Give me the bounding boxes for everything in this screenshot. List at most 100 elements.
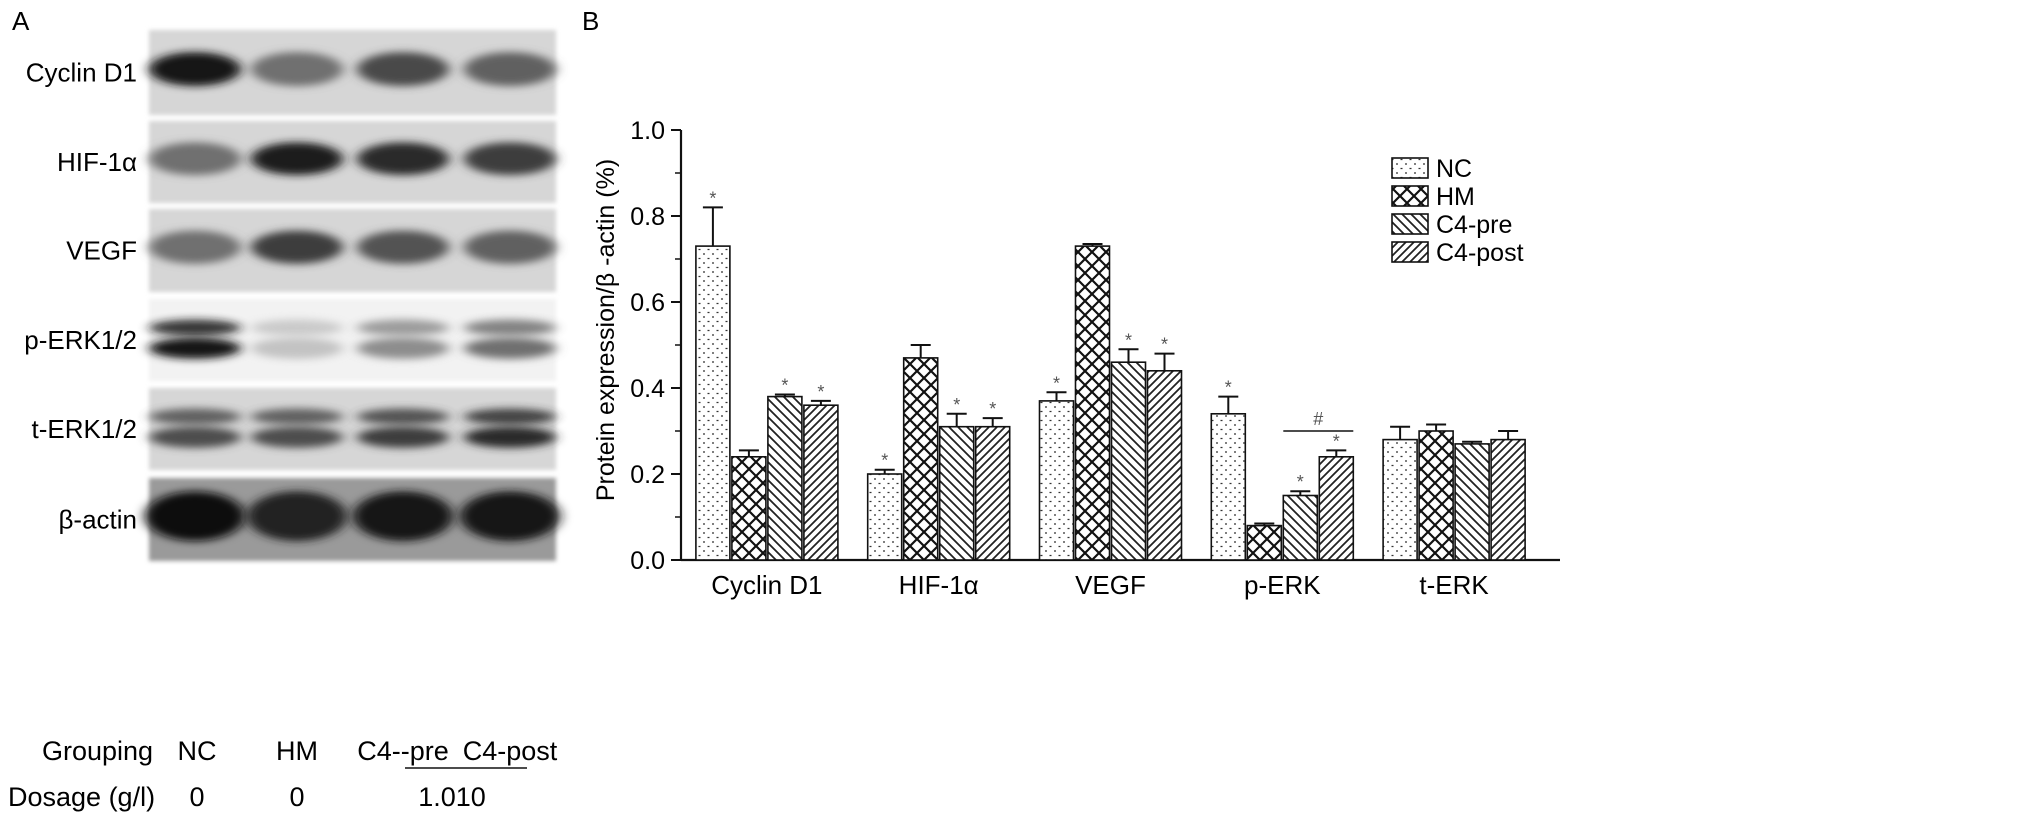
bar-vegf-nc: [1038, 400, 1075, 561]
bar-p-erk-nc: [1210, 412, 1247, 561]
y-tick-label-0: 0.0: [630, 547, 665, 575]
legend-item-nc: NC: [1391, 155, 1472, 183]
blot-band-beta-actin-1: [247, 491, 347, 542]
bar-cyclin-d1-hm: [731, 455, 767, 561]
dosage-row: Dosage (g/l) 0 0 1.010: [8, 782, 486, 812]
x-tick-label-t-erk: t-ERK: [1419, 570, 1489, 600]
blot-band-p-erk1-2-lower-3: [464, 337, 556, 359]
blot-band-t-erk1-2-upper-2: [357, 408, 449, 425]
bar-group-vegf: * * *: [1038, 242, 1183, 561]
legend-label-c4-post: C4-post: [1436, 239, 1524, 267]
bar-group-hif-1alpha: * * *: [866, 344, 1011, 561]
y-axis-label: Protein expression/β -actin (%): [592, 159, 620, 501]
legend-swatch-hm: [1391, 185, 1429, 207]
group-label-nc: NC: [178, 736, 217, 766]
blot-band-hif-1alpha-2: [357, 142, 449, 176]
x-tick-label-p-erk: p-ERK: [1244, 570, 1321, 600]
bar-cyclin-d1-c4-post: [803, 404, 839, 561]
bar-p-erk-c4-post: [1318, 455, 1355, 561]
blot-band-hif-1alpha-3: [464, 142, 556, 176]
bar-p-erk-hm: [1246, 524, 1283, 561]
bar-hif-1alpha-hm: [902, 357, 939, 561]
bar-chart-panel: B Protein expression/β -actin (%) 0.0 0.2…: [582, 6, 1560, 600]
western-blot-panel: A Cyclin D1 HIF-1α VEGF p-ERK1/2 t-ERK1/2 β-a…: [8, 6, 560, 812]
legend-swatch-c4-pre: [1391, 213, 1429, 235]
blot-band-vegf-1: [251, 230, 343, 264]
bar-group-t-erk: [1382, 423, 1526, 561]
blot-band-t-erk1-2-upper-0: [149, 408, 241, 425]
legend-label-nc: NC: [1436, 155, 1472, 183]
significance-star-cyclin-d1-c4-post: *: [817, 382, 824, 402]
legend-item-c4-pre: C4-pre: [1391, 211, 1512, 239]
legend-swatch-nc: [1391, 157, 1429, 179]
blot-row-cyclin-d1: Cyclin D1: [26, 30, 556, 115]
blot-band-cyclin-d1-0: [149, 52, 241, 87]
grouping-label: Grouping: [42, 736, 153, 766]
bar-t-erk-nc: [1382, 438, 1418, 561]
blot-band-p-erk1-2-lower-1: [251, 337, 343, 359]
blot-band-vegf-3: [464, 230, 556, 264]
bar-vegf-c4-pre: [1110, 361, 1147, 561]
significance-star-hif-1alpha-c4-pre: *: [953, 395, 960, 415]
annotation-hash-0: #: [1313, 409, 1323, 429]
y-tick-label-2: 0.4: [630, 375, 665, 403]
bar-cyclin-d1-nc: [695, 245, 731, 561]
blot-label-p-erk1-2: p-ERK1/2: [24, 325, 137, 355]
blot-label-beta-actin: β-actin: [58, 505, 137, 535]
blot-band-cyclin-d1-2: [357, 52, 449, 87]
blot-band-t-erk1-2-lower-0: [149, 426, 241, 448]
blot-label-t-erk1-2: t-ERK1/2: [32, 414, 138, 444]
blot-band-p-erk1-2-upper-1: [251, 319, 343, 336]
y-tick-label-1: 0.2: [630, 461, 665, 489]
blot-band-beta-actin-0: [145, 491, 245, 542]
significance-star-hif-1alpha-c4-post: *: [989, 399, 996, 419]
blot-rows: Cyclin D1 HIF-1α VEGF p-ERK1/2 t-ERK1/2 β-act…: [24, 30, 560, 561]
dosage-value-nc: 0: [189, 782, 204, 812]
blot-band-p-erk1-2-lower-0: [149, 337, 241, 359]
significance-star-p-erk-nc: *: [1225, 378, 1232, 398]
legend-label-hm: HM: [1436, 183, 1475, 211]
bar-vegf-c4-post: [1146, 369, 1183, 561]
significance-star-p-erk-c4-post: *: [1333, 431, 1340, 451]
blot-band-beta-actin-3: [460, 491, 560, 542]
blot-row-t-erk1-2: t-ERK1/2: [32, 388, 556, 470]
significance-star-vegf-nc: *: [1053, 373, 1060, 393]
blot-band-hif-1alpha-1: [251, 142, 343, 176]
bar-cyclin-d1-c4-pre: [767, 395, 803, 561]
blot-band-p-erk1-2-upper-3: [464, 319, 556, 336]
dosage-label: Dosage (g/l): [8, 782, 155, 812]
dosage-value-hm: 0: [289, 782, 304, 812]
blot-band-t-erk1-2-lower-1: [251, 426, 343, 448]
group-label-c4-post: C4-post: [463, 736, 558, 766]
grouping-row: Grouping NC HM C4--pre C4-post: [42, 736, 558, 766]
significance-star-cyclin-d1-nc: *: [709, 188, 716, 208]
y-tick-label-5: 1.0: [630, 117, 665, 145]
bar-hif-1alpha-c4-pre: [938, 425, 975, 561]
y-tick-label-4: 0.8: [630, 203, 665, 231]
blot-row-vegf: VEGF: [66, 209, 556, 292]
legend-item-c4-post: C4-post: [1391, 239, 1524, 267]
bar-group-cyclin-d1: * * *: [695, 188, 839, 561]
blot-band-cyclin-d1-1: [251, 52, 343, 87]
panel-b-label: B: [582, 6, 599, 36]
significance-star-hif-1alpha-nc: *: [881, 451, 888, 471]
blot-band-t-erk1-2-lower-3: [464, 426, 556, 448]
panel-a-label: A: [12, 6, 30, 36]
bar-hif-1alpha-nc: [866, 473, 903, 561]
x-tick-label-vegf: VEGF: [1075, 570, 1146, 600]
bar-t-erk-c4-post: [1490, 438, 1526, 561]
significance-star-cyclin-d1-c4-pre: *: [781, 375, 788, 395]
blot-band-beta-actin-2: [353, 491, 453, 542]
blot-row-beta-actin: β-actin: [58, 478, 560, 561]
y-tick-label-3: 0.6: [630, 289, 665, 317]
dosage-value-shared: 1.010: [418, 782, 486, 812]
legend-item-hm: HM: [1391, 183, 1475, 211]
blot-row-p-erk1-2: p-ERK1/2: [24, 299, 556, 381]
blot-band-p-erk1-2-lower-2: [357, 337, 449, 359]
blot-band-p-erk1-2-upper-0: [149, 319, 241, 336]
group-label-c4-pre: C4--pre: [357, 736, 449, 766]
blot-band-hif-1alpha-0: [149, 142, 241, 176]
bar-vegf-hm: [1074, 245, 1111, 561]
